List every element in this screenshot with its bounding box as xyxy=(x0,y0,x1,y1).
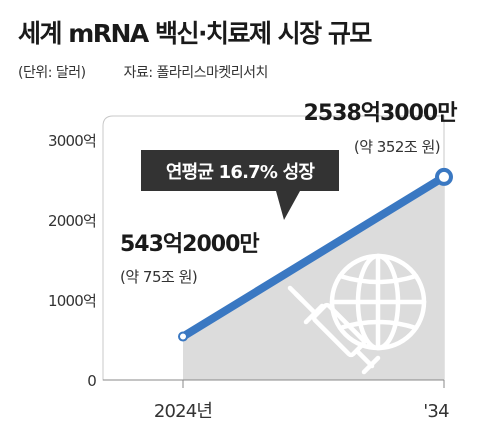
series-line xyxy=(179,172,448,341)
y-axis: 0 1000억 2000억 3000억 xyxy=(48,132,97,390)
end-value-label: 2538억3000만 xyxy=(304,101,458,126)
start-value-label: 543억2000만 xyxy=(120,232,259,257)
end-annotation: 2538억3000만 (약 352조 원) xyxy=(304,101,459,156)
series-layer xyxy=(178,167,453,342)
data-point-start xyxy=(178,331,188,342)
x-tick-label: '34 xyxy=(423,401,449,422)
y-tick-label: 3000억 xyxy=(48,132,96,150)
globe-icon xyxy=(329,253,427,351)
source-label: 자료: 폴라리스마켓리서치 xyxy=(123,65,269,81)
cagr-label: 연평균 16.7% 성장 xyxy=(166,162,315,183)
end-note-label: (약 352조 원) xyxy=(354,138,440,156)
cagr-callout-box xyxy=(141,150,339,220)
y-tick-label: 2000억 xyxy=(48,212,96,230)
start-annotation: 543억2000만 (약 75조 원) xyxy=(120,232,260,286)
chart-title: 세계 mRNA 백신·치료제 시장 규모 xyxy=(18,19,372,48)
data-point-end xyxy=(435,167,453,186)
y-tick-label: 1000억 xyxy=(48,292,96,310)
syringe-icon xyxy=(287,285,381,375)
start-note-label: (약 75조 원) xyxy=(120,268,197,286)
y-tick-label: 0 xyxy=(87,372,96,390)
cagr-callout: 연평균 16.7% 성장 xyxy=(141,150,339,220)
chart-meta: (단위: 달러) 자료: 폴라리스마켓리서치 xyxy=(18,62,268,82)
x-tick-label: 2024년 xyxy=(154,401,212,422)
unit-label: (단위: 달러) xyxy=(18,65,86,81)
x-axis: 2024년 '34 xyxy=(103,379,450,422)
